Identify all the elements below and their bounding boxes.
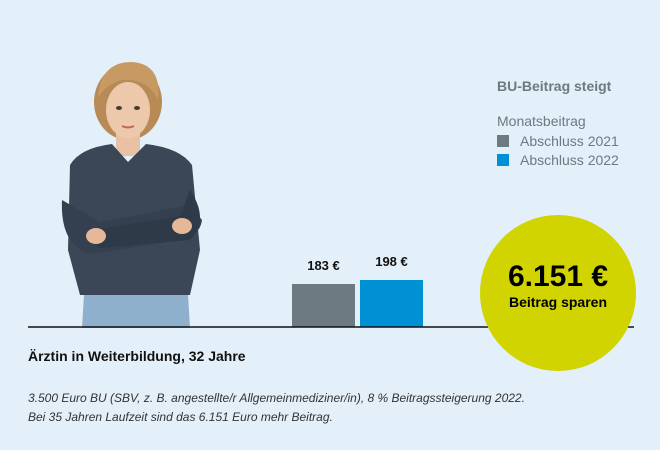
legend-swatch-2021 xyxy=(497,135,509,147)
bar-abschluss-2021 xyxy=(292,284,355,327)
bar-value-label: 183 € xyxy=(307,258,340,273)
bar-value-label: 198 € xyxy=(375,254,408,269)
woman-portrait-icon xyxy=(61,62,202,328)
profile-heading: Ärztin in Weiterbildung, 32 Jahre xyxy=(28,348,246,364)
bar-abschluss-2022 xyxy=(360,280,423,327)
chart-title: BU-Beitrag steigt xyxy=(497,78,612,94)
savings-badge: 6.151 € Beitrag sparen xyxy=(480,215,636,371)
y-axis-label: Monatsbeitrag xyxy=(497,113,586,129)
legend-entry-2022: Abschluss 2022 xyxy=(497,152,619,168)
legend-label-2022: Abschluss 2022 xyxy=(520,152,619,168)
legend-label-2021: Abschluss 2021 xyxy=(520,133,619,149)
legend-entry-2021: Abschluss 2021 xyxy=(497,133,619,149)
savings-caption: Beitrag sparen xyxy=(508,294,608,310)
profile-note: 3.500 Euro BU (SBV, z. B. angestellte/r … xyxy=(28,389,525,427)
chart-legend: BU-Beitrag steigt Monatsbeitrag Abschlus… xyxy=(497,78,619,171)
legend-swatch-2022 xyxy=(497,154,509,166)
savings-value: 6.151 € xyxy=(507,260,609,293)
profile-note-line-2: Bei 35 Jahren Laufzeit sind das 6.151 Eu… xyxy=(28,410,333,424)
profile-note-line-1: 3.500 Euro BU (SBV, z. B. angestellte/r … xyxy=(28,391,525,405)
